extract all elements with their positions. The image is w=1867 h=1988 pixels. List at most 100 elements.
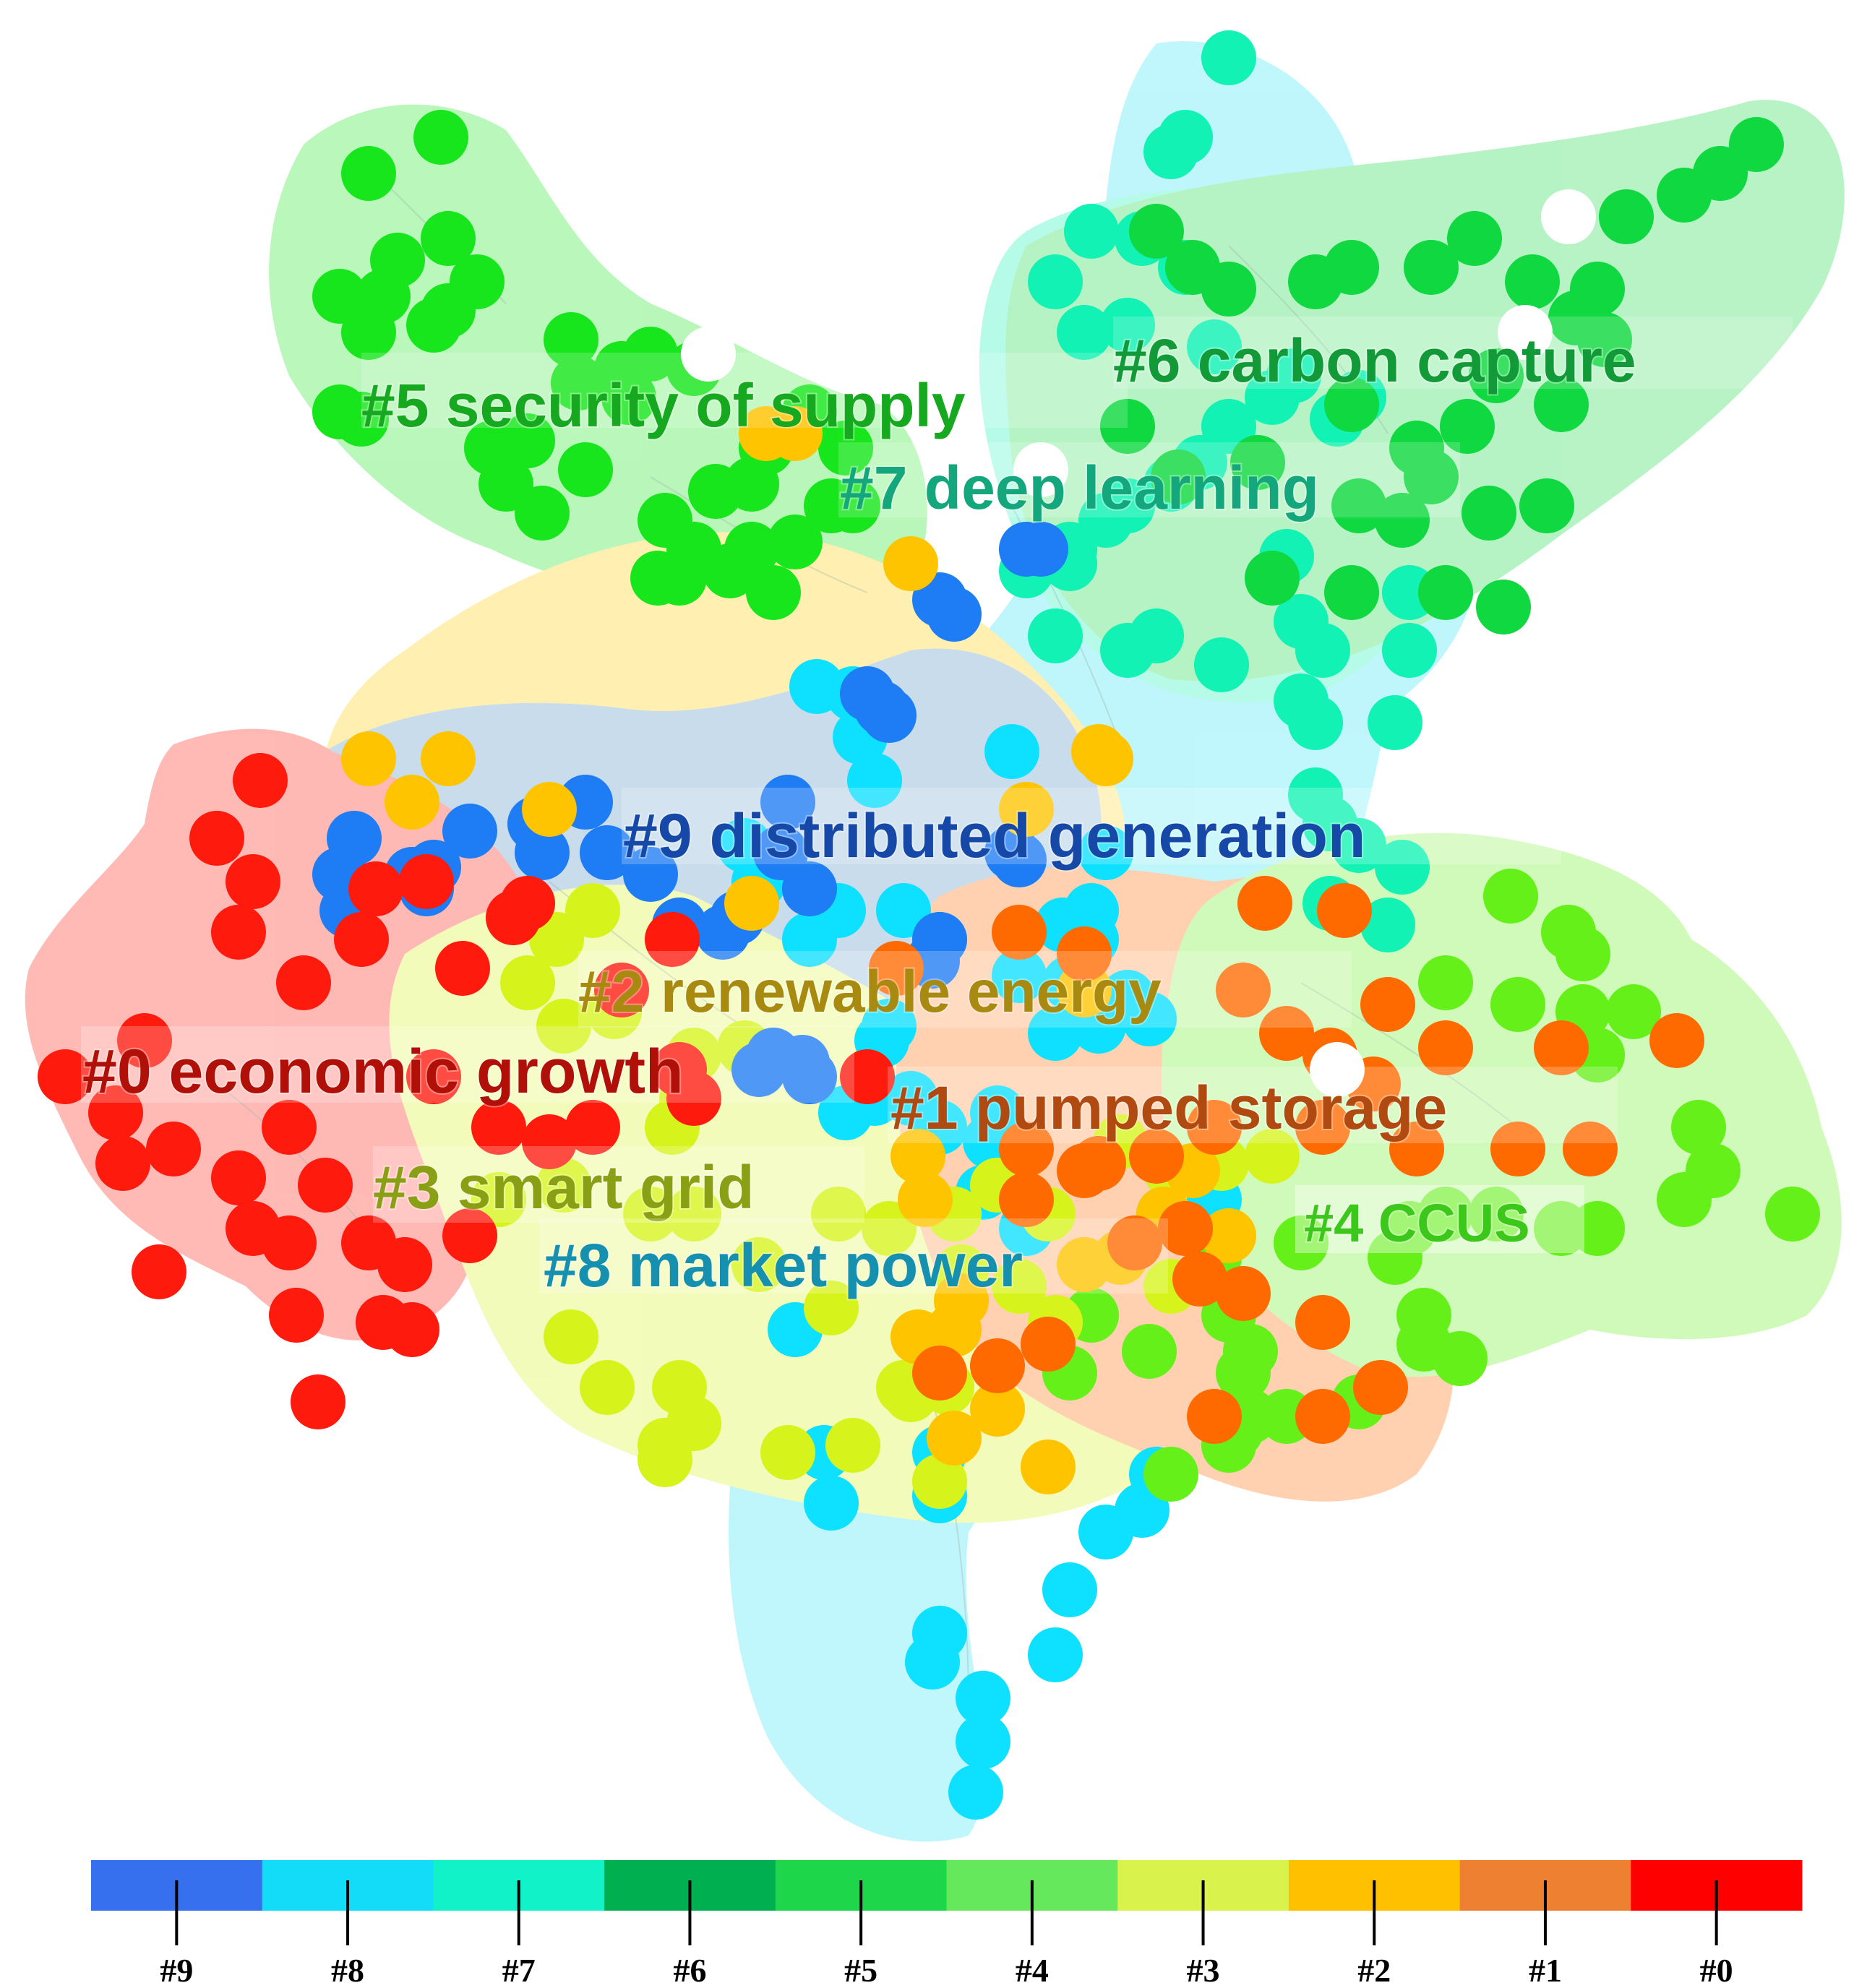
node-c6-8: [1469, 348, 1524, 403]
node-c3-38: [804, 1281, 859, 1335]
node-c4-11: [1765, 1187, 1820, 1242]
node-blank-4: [1310, 1042, 1365, 1097]
node-c8-20: [847, 753, 902, 808]
network-nodes: [38, 30, 1820, 1820]
node-c6-29: [1100, 399, 1155, 454]
legend-label-9: #0: [1700, 1952, 1733, 1988]
node-c5-17: [334, 392, 389, 447]
node-c0-9: [262, 1100, 317, 1155]
node-c5-22: [515, 486, 570, 541]
node-c0-22: [442, 1208, 497, 1263]
node-c8-36: [804, 1476, 859, 1531]
node-c7-9: [1187, 319, 1242, 374]
node-c7-2: [1143, 124, 1198, 179]
node-c0-2: [226, 854, 280, 909]
node-c1-27: [1353, 1360, 1408, 1415]
node-c9-16: [782, 861, 837, 916]
node-c4-7: [1606, 984, 1661, 1039]
node-c3-32: [992, 1259, 1047, 1314]
cluster-label-9: #9 distributed generation: [623, 801, 1365, 871]
node-c0-32: [666, 1071, 721, 1126]
node-c0-18: [269, 1288, 324, 1343]
node-c6-21: [1331, 478, 1386, 533]
label-backdrop: [888, 1067, 1618, 1143]
node-c2-5: [883, 536, 938, 591]
label-backdrop: [578, 951, 1352, 1028]
node-c1-21: [1129, 1129, 1184, 1184]
node-c4-4: [1490, 977, 1545, 1032]
node-c1-20: [1057, 1143, 1112, 1198]
node-c1-23: [1107, 1215, 1162, 1270]
node-c7-8: [1057, 305, 1112, 360]
node-c6-16: [1577, 312, 1632, 367]
node-c0-0: [233, 753, 288, 808]
node-c2-13: [927, 1411, 982, 1466]
node-c4-3: [1418, 955, 1473, 1010]
label-backdrop: [1295, 1185, 1584, 1253]
node-c0-33: [565, 1100, 620, 1155]
node-c0-7: [88, 1085, 143, 1140]
node-c0-27: [522, 1114, 577, 1169]
node-c4-31: [1274, 1215, 1329, 1270]
node-c7-24: [1129, 608, 1184, 663]
label-backdrop: [622, 788, 1561, 864]
cluster-label-5: #5 security of supply: [361, 371, 966, 439]
node-c9-10: [580, 825, 635, 880]
node-c2-0: [341, 731, 396, 786]
legend-label-0: #9: [160, 1952, 193, 1988]
node-c4-33: [1216, 1346, 1271, 1400]
node-c3-35: [811, 1187, 866, 1242]
label-backdrop: [838, 442, 1460, 517]
network-link: [924, 1372, 969, 1706]
node-c7-32: [1288, 695, 1343, 750]
node-c1-24: [1172, 1252, 1227, 1307]
node-c0-28: [645, 912, 700, 967]
node-c6-11: [1599, 189, 1654, 244]
legend-label-5: #4: [1016, 1952, 1049, 1988]
node-c3-9: [536, 1158, 591, 1213]
node-c4-24: [1122, 1324, 1177, 1379]
node-c1-3: [1057, 926, 1112, 981]
node-c4-10: [1657, 1172, 1712, 1227]
node-c0-14: [132, 1244, 186, 1299]
node-c1-16: [1389, 1122, 1444, 1176]
node-c6-7: [1505, 254, 1560, 309]
node-c0-1: [189, 811, 244, 866]
node-c6-28: [1230, 435, 1285, 490]
node-c6-25: [1476, 580, 1531, 634]
node-c1-11: [1649, 1013, 1704, 1068]
legend-label-6: #3: [1187, 1952, 1220, 1988]
node-c0-6: [38, 1049, 93, 1104]
node-c8-23: [789, 659, 844, 714]
node-c1-26: [1295, 1295, 1350, 1350]
node-c5-2: [421, 211, 476, 266]
node-c3-14: [580, 1360, 635, 1415]
node-c1-31: [1187, 1389, 1242, 1444]
node-c5-20: [558, 442, 613, 497]
node-c4-19: [1396, 1317, 1451, 1372]
node-c2-19: [934, 1273, 989, 1328]
node-c0-11: [211, 1150, 266, 1205]
legend-label-3: #6: [673, 1952, 706, 1988]
node-c7-39: [1375, 840, 1430, 895]
node-c0-29: [594, 963, 649, 1017]
node-c4-0: [1483, 869, 1538, 924]
node-c3-11: [623, 1187, 678, 1242]
node-c1-29: [970, 1338, 1025, 1393]
node-c7-30: [1194, 637, 1249, 692]
node-c3-37: [731, 1237, 786, 1292]
node-c7-33: [1368, 695, 1422, 750]
node-c5-9: [406, 298, 461, 353]
node-c3-18: [638, 1432, 692, 1487]
node-c6-26: [1245, 551, 1300, 606]
node-c2-8: [1078, 731, 1133, 786]
node-c5-0: [413, 110, 468, 165]
node-c2-2: [385, 775, 439, 830]
node-c6-23: [1324, 565, 1379, 620]
node-c5-19: [500, 413, 555, 468]
node-c3-3: [536, 999, 591, 1054]
node-c6-22: [1375, 493, 1430, 548]
node-c5-30: [703, 543, 757, 598]
node-c5-32: [768, 515, 823, 569]
node-c5-8: [341, 305, 396, 360]
